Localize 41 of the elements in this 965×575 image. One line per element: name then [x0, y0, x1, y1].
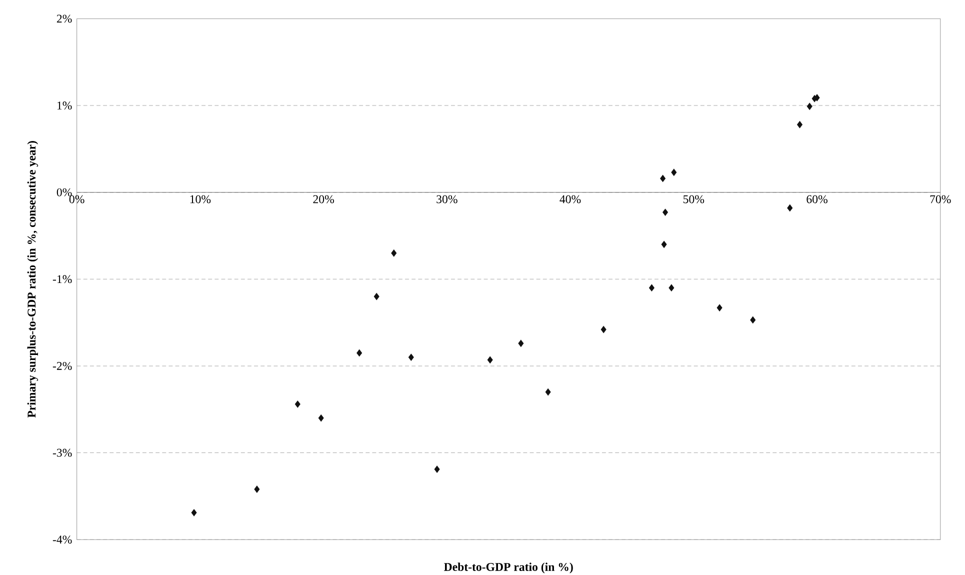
point	[487, 356, 493, 364]
point	[797, 121, 802, 128]
point	[434, 466, 440, 473]
x-tick-label: 60%	[806, 195, 828, 204]
x-tick-label: 50%	[684, 195, 704, 204]
x-tick-label: 10%	[190, 195, 211, 204]
point	[254, 486, 260, 493]
point	[661, 240, 667, 248]
y-tick-label: 0%	[56, 188, 72, 196]
point	[356, 349, 362, 356]
point	[374, 292, 380, 300]
point	[806, 102, 812, 110]
y-tick-label: -1%	[52, 275, 72, 284]
y-tick-label: 1%	[57, 101, 72, 110]
point	[294, 400, 300, 408]
y-axis-title: Primary surplus-to-GDP ratio (in %, consecutive year)	[27, 141, 38, 418]
point	[662, 208, 668, 216]
x-tick-label: 70%	[930, 195, 951, 204]
point	[716, 304, 722, 312]
x-tick-label: 20%	[313, 195, 334, 204]
point	[750, 316, 756, 324]
y-tick-label: -3%	[52, 448, 72, 457]
point	[518, 340, 524, 347]
point	[191, 509, 197, 516]
point	[668, 284, 674, 292]
y-tick-label: -2%	[52, 362, 72, 370]
point	[318, 414, 324, 422]
y-tick-label: -4%	[52, 536, 72, 544]
point	[787, 204, 793, 212]
x-tick-label: 0%	[69, 195, 84, 204]
point	[391, 250, 397, 257]
point	[600, 326, 606, 334]
point	[660, 174, 666, 182]
x-axis-title: Debt-to-GDP ratio (in %)	[444, 562, 573, 574]
point	[671, 168, 677, 176]
x-tick-label: 30%	[436, 195, 458, 204]
point	[408, 354, 414, 361]
point	[545, 388, 551, 396]
y-tick-label: 2%	[56, 14, 72, 23]
point	[648, 284, 654, 292]
x-tick-label: 40%	[560, 195, 581, 204]
